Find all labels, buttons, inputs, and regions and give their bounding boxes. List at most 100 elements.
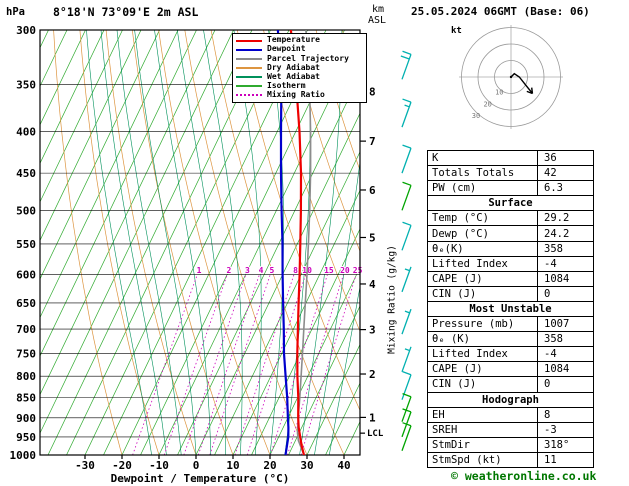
table-row-label: CIN (J)	[432, 378, 477, 391]
legend-swatch	[236, 57, 262, 60]
table-row-label: PW (cm)	[432, 182, 477, 195]
table-row-value: -4	[537, 347, 593, 362]
svg-text:550: 550	[16, 238, 36, 251]
table-row-value: 1084	[537, 271, 593, 286]
table-row-value: 1007	[537, 317, 593, 332]
hodograph-ring-label: 10	[495, 89, 503, 97]
svg-text:25: 25	[353, 266, 363, 275]
legend-item-label: Isotherm	[267, 81, 306, 91]
legend-item-label: Mixing Ratio	[267, 90, 325, 100]
svg-text:1: 1	[197, 266, 202, 275]
table-row: SREH -3	[428, 421, 593, 437]
svg-text:300: 300	[16, 24, 36, 37]
table-row-value: 358	[537, 332, 593, 347]
table-row-label: Dewp (°C)	[432, 227, 489, 240]
table-row: K 36	[428, 151, 593, 166]
table-row-label: StmDir	[432, 438, 470, 451]
legend-swatch	[236, 76, 262, 79]
wind-barbs	[400, 50, 412, 451]
svg-text:30: 30	[300, 459, 313, 472]
svg-text:20: 20	[263, 459, 276, 472]
x-axis-label: Dewpoint / Temperature (°C)	[110, 472, 290, 485]
mixing-ratio-axis-label: Mixing Ratio (g/kg)	[386, 245, 398, 354]
legend-item: Dry Adiabat	[236, 63, 363, 73]
legend-item: Isotherm	[236, 82, 363, 91]
table-row-value: 318°	[537, 437, 593, 452]
table-row-label: θₑ(K)	[432, 242, 464, 255]
legend-item-label: Parcel Trajectory	[267, 53, 349, 63]
svg-text:-30: -30	[75, 459, 95, 472]
legend-item: Dewpoint	[236, 45, 363, 54]
hodograph-unit-label: kt	[451, 26, 462, 36]
table-row: StmDir 318°	[428, 436, 593, 452]
indices-table: K 36 Totals Totals 42 PW (cm) 6.3 Surface Temp …	[427, 150, 594, 468]
legend-item: Parcel Trajectory	[236, 53, 363, 64]
svg-text:400: 400	[16, 126, 36, 139]
table-row-label: Pressure (mb)	[432, 318, 515, 331]
svg-text:2: 2	[369, 368, 376, 381]
table-row: StmSpd (kt) 11	[428, 451, 593, 467]
table-row-label: StmSpd (kt)	[432, 453, 502, 466]
svg-text:850: 850	[16, 392, 36, 405]
table-row: CAPE (J) 1084	[428, 270, 593, 286]
table-row-value: 24.2	[537, 226, 593, 241]
svg-text:5: 5	[269, 266, 274, 275]
svg-text:500: 500	[16, 204, 36, 217]
table-row-label: SREH	[432, 423, 458, 436]
hodograph-trace	[510, 72, 534, 94]
table-row-label: θₑ (K)	[432, 333, 470, 346]
table-row-value: 8	[537, 407, 593, 422]
altitude-unit-km-label: km	[372, 4, 385, 15]
table-row: Lifted Index -4	[428, 346, 593, 362]
table-row-value: 0	[537, 286, 593, 301]
legend-item-label: Dewpoint	[267, 44, 306, 54]
svg-text:350: 350	[16, 78, 36, 91]
legend-item: Temperature	[236, 36, 363, 45]
svg-text:4: 4	[259, 266, 264, 275]
table-row: θₑ(K) 358	[428, 240, 593, 256]
table-row-label: Temp (°C)	[432, 212, 489, 225]
station-title: 8°18'N 73°09'E 2m ASL	[53, 5, 199, 19]
legend-item: Wet Adiabat	[236, 72, 363, 82]
watermark: © weatheronline.co.uk	[451, 469, 597, 483]
legend-item: Mixing Ratio	[236, 91, 363, 100]
table-row-value: -4	[537, 256, 593, 271]
legend-swatch	[236, 39, 262, 42]
svg-text:600: 600	[16, 269, 36, 282]
table-row: Lifted Index -4	[428, 255, 593, 271]
svg-text:650: 650	[16, 297, 36, 310]
table-row-label: EH	[432, 408, 445, 421]
table-row-label: Lifted Index	[432, 348, 508, 361]
table-row: EH 8	[428, 406, 593, 422]
svg-text:6: 6	[369, 184, 376, 197]
hodograph-arrowhead	[531, 87, 534, 94]
svg-text:8: 8	[293, 266, 298, 275]
table-row-label: Lifted Index	[432, 257, 508, 270]
table-row: Pressure (mb) 1007	[428, 316, 593, 332]
svg-text:15: 15	[324, 266, 334, 275]
svg-text:7: 7	[369, 135, 376, 148]
svg-text:8: 8	[369, 85, 376, 98]
table-row: θₑ (K) 358	[428, 331, 593, 347]
legend-swatch	[236, 94, 262, 97]
legend: Temperature Dewpoint Parcel Trajectory Dry …	[232, 33, 367, 103]
table-row-value: -3	[537, 422, 593, 437]
km-axis: 1 2 3 4 5 6 7 8 LCL	[360, 85, 384, 439]
profile-lines	[276, 30, 312, 455]
table-row: CAPE (J) 1084	[428, 361, 593, 377]
temperature-line	[289, 30, 306, 455]
svg-text:-20: -20	[112, 459, 132, 472]
svg-text:0: 0	[193, 459, 200, 472]
svg-text:2: 2	[226, 266, 231, 275]
legend-item-label: Temperature	[267, 35, 320, 45]
table-section-header: Surface	[428, 195, 593, 210]
svg-text:1: 1	[369, 411, 376, 424]
table-row: Dewp (°C) 24.2	[428, 225, 593, 241]
table-section-header: Most Unstable	[428, 300, 593, 316]
table-row: Totals Totals 42	[428, 165, 593, 181]
table-row: PW (cm) 6.3	[428, 180, 593, 196]
table-row-label: CAPE (J)	[432, 363, 483, 376]
table-row-value: 0	[537, 377, 593, 392]
